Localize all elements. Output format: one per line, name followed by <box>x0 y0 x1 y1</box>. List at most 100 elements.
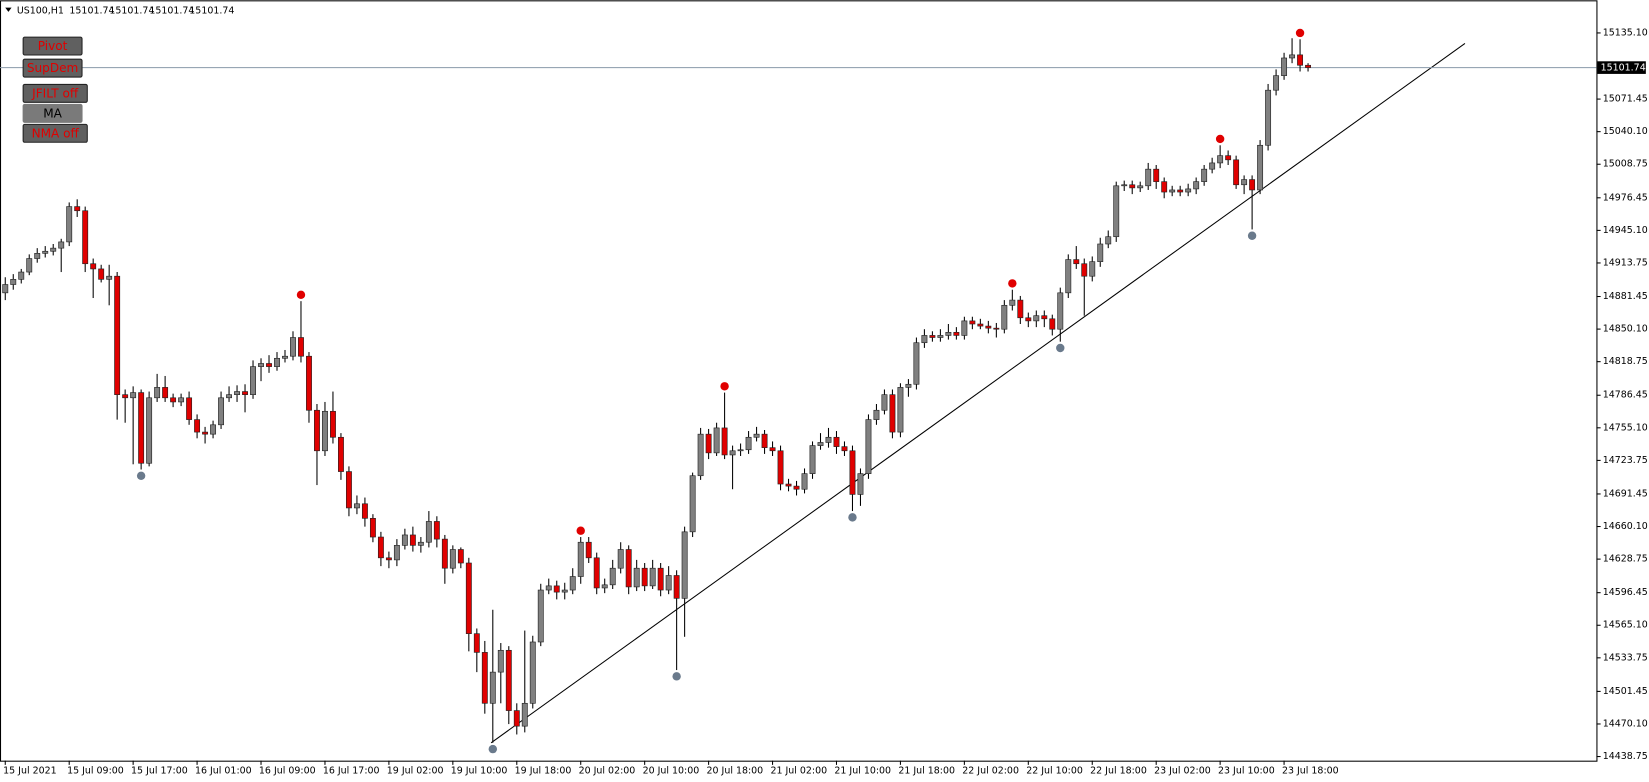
button-label[interactable]: Pivot <box>38 39 68 53</box>
candle-body <box>617 549 624 569</box>
button-label[interactable]: SupDem <box>27 61 79 75</box>
candle-body <box>569 576 576 591</box>
candle-body <box>673 575 680 599</box>
candle-body <box>537 589 544 643</box>
x-tick-label: 21 Jul 02:00 <box>770 766 827 777</box>
candle-body <box>1145 168 1152 187</box>
price-label-box <box>1597 61 1646 74</box>
candle-body <box>721 427 728 456</box>
button-label[interactable]: MA <box>43 106 62 120</box>
candle-body <box>1289 54 1296 59</box>
candle-body <box>1009 299 1016 306</box>
candle-body <box>1249 179 1256 191</box>
candle-body <box>633 567 640 588</box>
x-tick-label: 19 Jul 10:00 <box>451 766 508 777</box>
toggle-button[interactable]: SupDem <box>22 58 83 78</box>
candle-body <box>1161 181 1168 193</box>
y-tick-label: 14660.10 <box>1603 521 1648 532</box>
candle-body <box>489 671 496 704</box>
y-tick-label: 14691.45 <box>1603 488 1648 499</box>
candle-body <box>473 633 480 653</box>
button-face[interactable] <box>22 103 83 123</box>
candle-body <box>194 419 201 433</box>
y-tick-label: 14470.10 <box>1603 718 1648 729</box>
y-tick-label: 14723.75 <box>1603 455 1648 466</box>
candle-body <box>26 258 33 273</box>
candle-body <box>697 433 704 477</box>
candle-body <box>10 279 17 285</box>
symbol-label: US100,H1 <box>17 5 64 16</box>
trend-line <box>490 42 1466 744</box>
pivot-low-marker <box>672 672 681 681</box>
candle-body <box>945 332 952 336</box>
toggle-button[interactable]: JFILT off <box>22 83 88 103</box>
candle-body <box>873 409 880 420</box>
candle-body <box>897 387 904 433</box>
candle-body <box>138 392 145 464</box>
button-label[interactable]: JFILT off <box>31 86 79 100</box>
candle-body <box>593 557 600 589</box>
candle-body <box>657 567 664 591</box>
button-face[interactable] <box>22 36 83 56</box>
candle-body <box>306 355 312 411</box>
candle-body <box>809 445 816 474</box>
y-tick-label: 15071.45 <box>1603 94 1648 105</box>
candle-body <box>1185 188 1192 193</box>
y-tick-label: 14913.75 <box>1603 257 1648 268</box>
candle-body <box>162 387 169 399</box>
pivot-high-marker <box>1008 279 1017 288</box>
x-tick-label: 20 Jul 02:00 <box>579 766 636 777</box>
candle-body <box>889 394 896 433</box>
candle-body <box>921 335 928 344</box>
candle-body <box>1033 315 1040 322</box>
button-face[interactable] <box>22 123 88 143</box>
candle-body <box>833 436 840 447</box>
candle-body <box>937 335 944 338</box>
candle-body <box>282 355 288 359</box>
candle-body <box>409 534 416 546</box>
candle-body <box>929 335 936 338</box>
candle-body <box>218 397 225 426</box>
candle-body <box>1281 57 1288 76</box>
candle-body <box>745 436 752 451</box>
x-tick-label: 19 Jul 02:00 <box>387 766 444 777</box>
candle-body <box>369 518 376 538</box>
candle-body <box>817 442 824 446</box>
toggle-button[interactable]: Pivot <box>22 36 83 56</box>
quote-value: 15101.74 <box>189 5 234 16</box>
candle-body <box>961 320 968 336</box>
button-label[interactable]: NMA off <box>32 126 80 140</box>
candle-body <box>74 206 81 212</box>
candle-body <box>825 436 832 443</box>
candle-body <box>713 427 720 454</box>
candle-body <box>1041 315 1048 320</box>
y-tick-label: 14755.10 <box>1603 422 1648 433</box>
candle-body <box>433 521 440 540</box>
candle-body <box>609 567 616 586</box>
pivot-high-marker <box>1295 28 1305 38</box>
candle-body <box>985 325 992 329</box>
candle-body <box>689 475 696 533</box>
candle-body <box>1017 299 1024 319</box>
candle-body <box>1097 243 1104 262</box>
button-face[interactable] <box>22 58 83 78</box>
x-tick-label: 23 Jul 02:00 <box>1154 766 1211 777</box>
candle-body <box>170 397 177 403</box>
candle-body <box>202 431 209 435</box>
toggle-button[interactable]: MA <box>22 103 83 123</box>
candle-body <box>769 447 776 452</box>
candle-body <box>505 649 512 711</box>
toggle-button[interactable]: NMA off <box>22 123 88 143</box>
candle-body <box>1049 318 1056 330</box>
y-tick-label: 14438.75 <box>1603 751 1648 762</box>
candle-body <box>561 589 568 593</box>
candle-body <box>250 366 256 395</box>
pivot-low-marker <box>488 744 498 754</box>
button-face[interactable] <box>22 83 88 103</box>
candle-body <box>274 357 280 367</box>
candle-body <box>114 275 121 395</box>
candle-body <box>50 247 57 252</box>
candle-body <box>1305 64 1311 68</box>
